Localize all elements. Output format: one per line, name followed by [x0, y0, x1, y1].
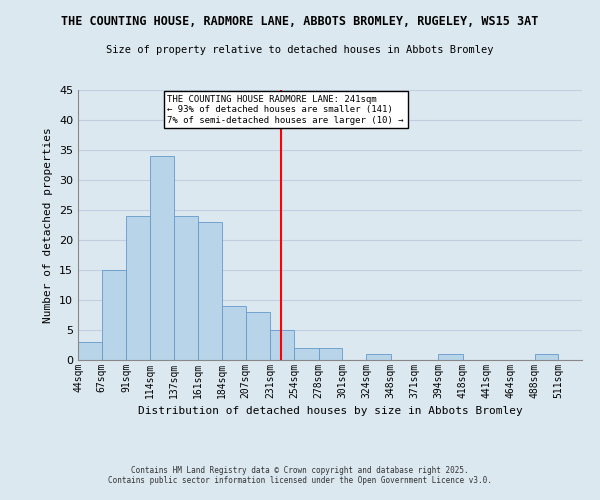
Bar	[78, 342, 101, 360]
X-axis label: Distribution of detached houses by size in Abbots Bromley: Distribution of detached houses by size …	[137, 406, 523, 416]
Bar	[245, 312, 271, 360]
Bar	[101, 270, 127, 360]
Bar	[535, 354, 559, 360]
Bar	[366, 354, 391, 360]
Bar	[199, 222, 222, 360]
Text: THE COUNTING HOUSE RADMORE LANE: 241sqm
← 93% of detached houses are smaller (14: THE COUNTING HOUSE RADMORE LANE: 241sqm …	[167, 95, 404, 124]
Bar	[319, 348, 343, 360]
Bar	[438, 354, 463, 360]
Y-axis label: Number of detached properties: Number of detached properties	[43, 127, 53, 323]
Bar	[127, 216, 150, 360]
Text: Size of property relative to detached houses in Abbots Bromley: Size of property relative to detached ho…	[106, 45, 494, 55]
Bar	[271, 330, 294, 360]
Bar	[222, 306, 245, 360]
Bar	[173, 216, 199, 360]
Bar	[150, 156, 173, 360]
Text: THE COUNTING HOUSE, RADMORE LANE, ABBOTS BROMLEY, RUGELEY, WS15 3AT: THE COUNTING HOUSE, RADMORE LANE, ABBOTS…	[61, 15, 539, 28]
Text: Contains HM Land Registry data © Crown copyright and database right 2025.
Contai: Contains HM Land Registry data © Crown c…	[108, 466, 492, 485]
Bar	[294, 348, 319, 360]
